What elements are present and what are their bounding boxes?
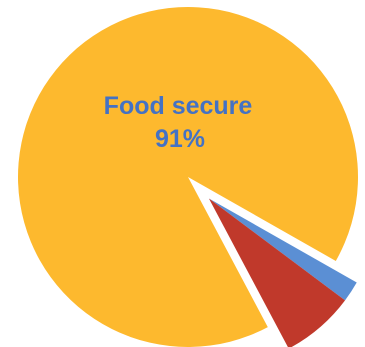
slice-label-value: 91% [155,125,205,153]
pie-slices [18,7,358,347]
pie-labels: Food secure 91% [104,92,253,153]
pie-slice-0 [18,7,358,347]
pie-slice-2 [208,198,346,347]
slice-label-name: Food secure [104,92,253,120]
pie-slice-1 [208,198,357,301]
